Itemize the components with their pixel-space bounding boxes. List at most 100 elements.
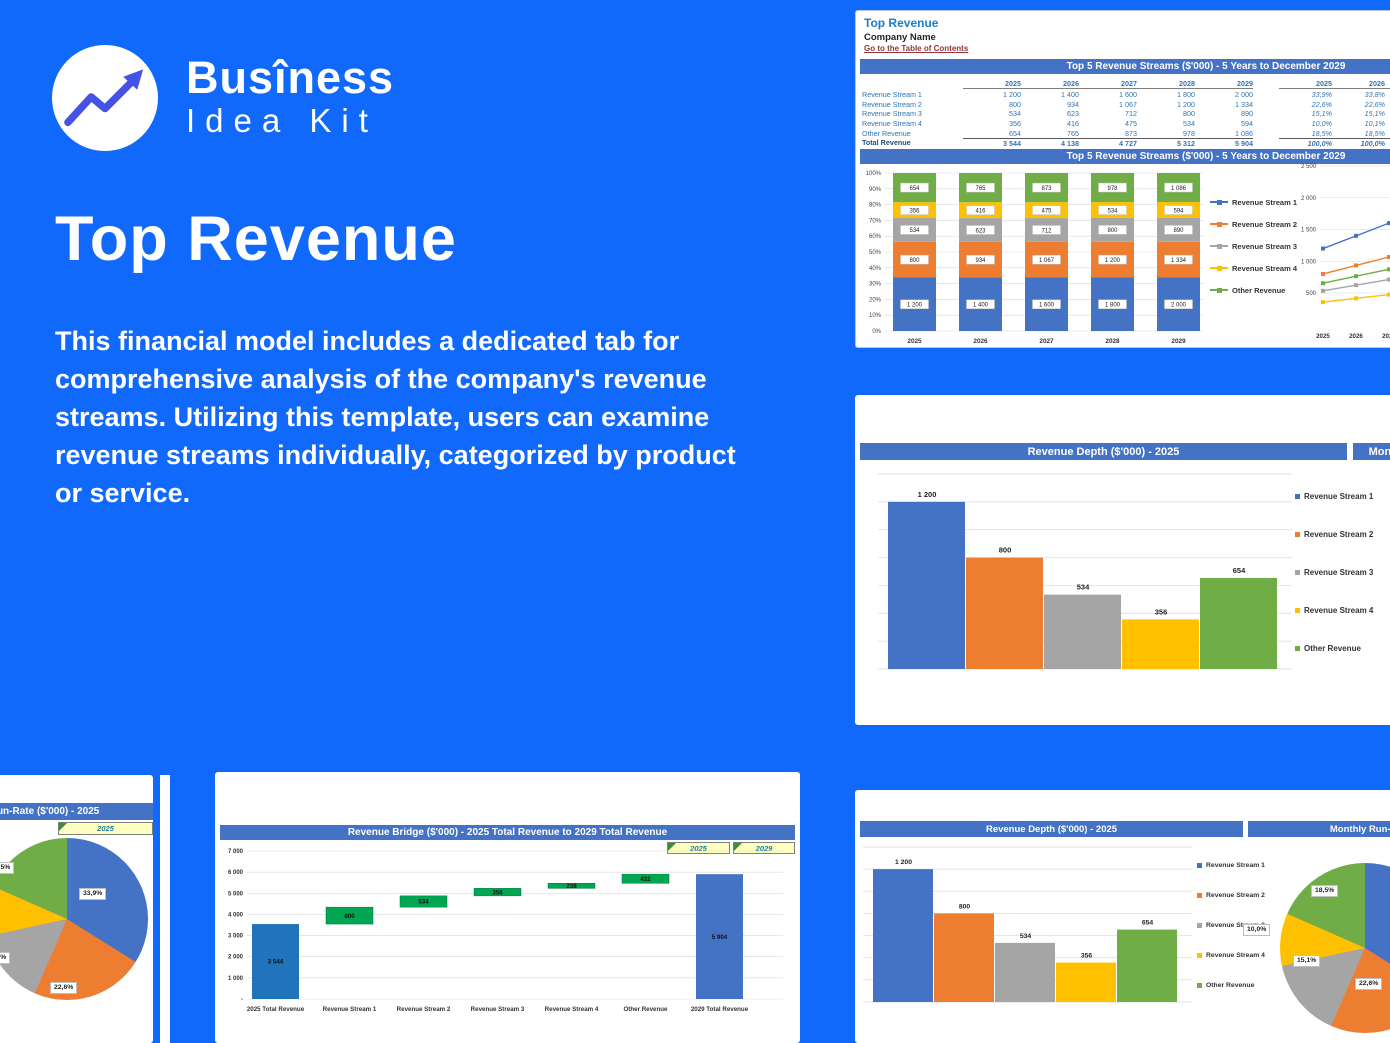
svg-text:1 200: 1 200 [895,859,912,866]
table-cell: 2027 [1079,79,1137,89]
table-cell: 18,5% [1311,128,1332,138]
legend-marker-icon [1295,531,1300,537]
table-cell: 800 [1009,99,1021,109]
table-cell: 1 200 [1177,99,1195,109]
svg-text:800: 800 [344,913,355,920]
sheet-company-name: Company Name [864,32,936,43]
table-header-title: Top 5 Revenue Streams ($'000) - 5 Years … [1066,61,1346,72]
legend-label: Revenue Stream 1 [1304,491,1374,501]
stacked-chart-legend: Revenue Stream 1 Revenue Stream 2 Revenue … [1210,191,1297,301]
runrate-year-dropdown[interactable]: 2025 [58,822,153,835]
svg-text:3 000: 3 000 [228,934,244,940]
table-cell: 2027 [1385,79,1390,89]
legend-item: Revenue Stream 4 [1197,940,1265,970]
monthly-runrate-title-2: Monthly Run-Rate ($'000) - 2025 [1329,823,1390,835]
stacked-bar-chart: 0% 10% 20% 30% 40% 50% 60% 70% 80% 90% 100% 1 200 80… [866,171,1203,345]
table-row: Revenue Stream 3 534 623 712 800 890 15,1% 15,1… [862,109,1390,119]
table-cell: 978 [1183,128,1195,138]
svg-text:356: 356 [1155,607,1168,616]
svg-text:20%: 20% [869,297,882,303]
legend-label: Other Revenue [1206,981,1255,989]
table-row: Other Revenue 654 765 873 978 1 086 18,5% 18,5%… [862,128,1390,138]
svg-text:100%: 100% [866,171,882,177]
page-title: Top Revenue [55,204,457,274]
legend-item: Other Revenue [1197,970,1265,1000]
table-cell: 534 [1009,109,1021,119]
legend-marker-icon [1197,922,1202,928]
table-cell: 22,6% [1311,99,1332,109]
bridge-to-year-value: 2029 [755,843,773,853]
table-cell: 10,0% [1311,119,1332,129]
table-cell: 33,8% [1364,90,1385,100]
table-cell: 356 [1009,119,1021,129]
table-of-contents-link[interactable]: Go to the Table of Contents [864,44,969,53]
table-cell: 4 727 [1079,137,1137,148]
svg-text:534: 534 [1077,583,1090,592]
table-cell: 1 086 [1235,128,1253,138]
legend-marker-icon [1210,221,1228,227]
table-cell: 15,1% [1364,109,1385,119]
table-cell: 22,6% [1364,99,1385,109]
svg-text:1 200: 1 200 [918,490,937,499]
legend-label: Revenue Stream 2 [1232,219,1298,229]
sheet-title: Top Revenue [864,16,939,30]
svg-text:1 200: 1 200 [907,303,923,309]
chart-header-bar: Top 5 Revenue Streams ($'000) - 5 Years … [860,149,1390,164]
legend-marker-icon [1295,569,1300,575]
chart-header-title: Top 5 Revenue Streams ($'000) - 5 Years … [1066,151,1346,162]
revenue-table: 202520262027202820292025202620272028Reve… [862,78,1390,148]
svg-text:Revenue Stream 4: Revenue Stream 4 [545,1006,599,1013]
dropdown-corner-mark-icon [59,823,67,831]
brand-name-line1: Busîness [186,52,395,103]
table-cell: 2029 [1195,79,1253,89]
svg-text:2027: 2027 [1382,333,1390,340]
table-cell: 100,0% [1279,137,1332,148]
revenue-depth-title: Revenue Depth ($'000) - 2025 [1027,445,1180,458]
revenue-depth-bar-chart-2: 1 200 800 534 356 654 [863,846,1192,1003]
revenue-depth-title-2: Revenue Depth ($'000) - 2025 [985,823,1118,835]
monthly-runrate-pie-panel: Monthly Run-Rate ($'000) - 2025 2025 33,… [0,775,153,1043]
svg-text:Revenue Stream 1: Revenue Stream 1 [323,1006,377,1013]
table-cell: 873 [1125,128,1137,138]
table-cell: 10,0% [1385,119,1390,128]
svg-text:934: 934 [975,258,986,264]
monthly-runrate-header-bar-stub: Monthly Run-Rate ($'000) - 2025 [1353,443,1390,460]
svg-text:800: 800 [999,546,1012,555]
table-cell: Revenue Stream 1 [862,90,922,100]
svg-text:2029: 2029 [1171,338,1186,345]
svg-text:978: 978 [1107,186,1118,192]
table-cell: 100,0% [1385,137,1390,148]
svg-text:2 500: 2 500 [1301,164,1317,170]
revenue-bridge-title: Revenue Bridge ($'000) - 2025 Total Reve… [347,827,668,838]
table-cell: 2026 [1021,79,1079,89]
table-cell: Revenue Stream 4 [862,119,922,129]
svg-text:475: 475 [1041,208,1052,214]
table-cell: 623 [1067,109,1079,119]
svg-text:80%: 80% [869,203,882,209]
svg-text:2026: 2026 [1349,333,1363,340]
legend-label: Other Revenue [1304,643,1361,653]
svg-text:1 086: 1 086 [1171,186,1187,192]
revenue-bridge-header-bar: Revenue Bridge ($'000) - 2025 Total Reve… [220,825,795,840]
brand-logo-trend-arrow-icon [52,45,158,151]
svg-text:3 544: 3 544 [268,959,284,966]
legend-item: Revenue Stream 1 [1295,477,1373,515]
legend-label: Revenue Stream 4 [1232,263,1298,273]
svg-text:1 400: 1 400 [973,303,989,309]
table-cell: 2025 [963,79,1021,89]
svg-text:40%: 40% [869,266,882,272]
svg-text:5 904: 5 904 [712,934,728,941]
brand-name: Busîness Idea Kit [186,55,394,141]
table-cell: 15,1% [1311,109,1332,119]
pie-slice-label: 18,5% [1311,885,1339,897]
svg-text:90%: 90% [869,187,882,193]
svg-text:1 000: 1 000 [1301,259,1317,265]
legend-marker-icon [1210,243,1228,249]
svg-text:1 000: 1 000 [228,976,244,982]
svg-text:2029 Total Revenue: 2029 Total Revenue [691,1006,749,1013]
svg-text:654: 654 [909,186,920,192]
legend-label: Revenue Stream 1 [1232,197,1298,207]
legend-label: Revenue Stream 3 [1206,921,1265,929]
revenue-depth-header-bar: Revenue Depth ($'000) - 2025 [860,443,1347,460]
svg-text:2025: 2025 [1316,333,1330,340]
